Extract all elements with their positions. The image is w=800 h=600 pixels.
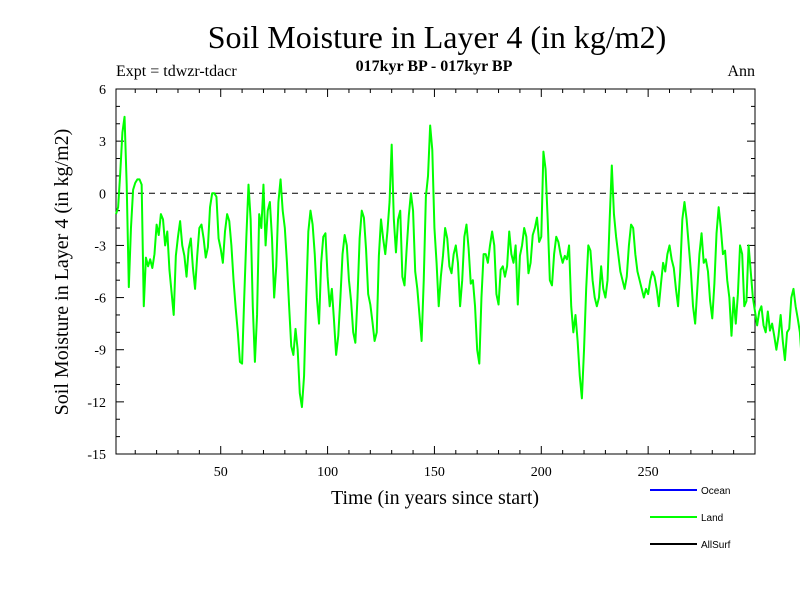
y-tick-label: -6 xyxy=(94,292,106,307)
y-tick-label: 6 xyxy=(99,83,106,98)
legend-label-land: Land xyxy=(701,513,723,524)
chart-title: Soil Moisture in Layer 4 (in kg/m2) xyxy=(208,19,667,55)
y-axis-label: Soil Moisture in Layer 4 (in kg/m2) xyxy=(51,129,73,416)
y-tick-label: -9 xyxy=(94,344,106,359)
legend-label-ocean: Ocean xyxy=(701,486,730,497)
chart-subtitle: 017kyr BP - 017kyr BP xyxy=(356,58,513,75)
x-tick-label: 100 xyxy=(317,465,338,480)
y-tick-label: -12 xyxy=(87,396,106,411)
x-tick-label: 150 xyxy=(424,465,445,480)
season-label: Ann xyxy=(727,63,755,80)
y-tick-label: -3 xyxy=(94,239,106,254)
legend-label-allsurf: AllSurf xyxy=(701,540,731,551)
x-tick-label: 200 xyxy=(531,465,552,480)
x-axis-label: Time (in years since start) xyxy=(331,487,539,509)
y-tick-label: 3 xyxy=(99,135,106,150)
experiment-label: Expt = tdwzr-tdacr xyxy=(116,63,237,80)
series-line-land xyxy=(115,115,800,409)
x-tick-label: 50 xyxy=(214,465,228,480)
plot-frame xyxy=(115,88,756,455)
plot-area: 6 3 0 -3 -6 -9 -12 -15 50 100 150 200 250 xyxy=(87,83,800,480)
legend: Ocean Land AllSurf xyxy=(650,486,731,551)
x-tick-label: 250 xyxy=(638,465,659,480)
y-tick-label: -15 xyxy=(87,448,106,463)
y-tick-label: 0 xyxy=(99,187,106,202)
